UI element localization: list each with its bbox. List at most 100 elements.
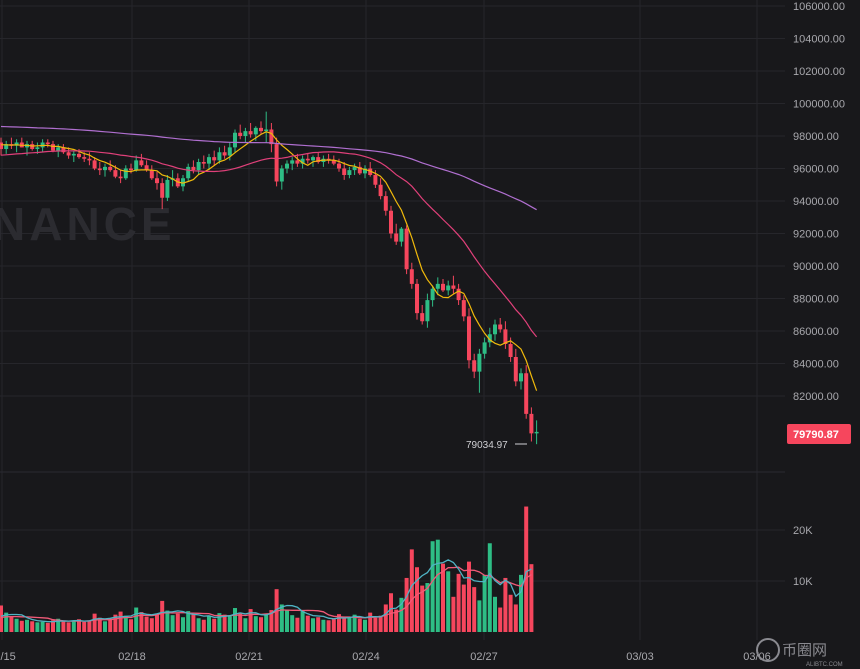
candle-body xyxy=(352,166,357,171)
candle-body xyxy=(524,373,529,414)
candle-body xyxy=(409,269,414,284)
volume-bar xyxy=(508,594,513,632)
volume-bar xyxy=(441,563,445,632)
volume-bar xyxy=(311,618,315,632)
volume-bar xyxy=(259,617,263,632)
candle-body xyxy=(77,153,81,158)
volume-bar xyxy=(285,609,289,632)
price-tick-label: 98000.00 xyxy=(793,131,839,143)
volume-bar xyxy=(61,621,66,632)
candle-body xyxy=(181,178,185,187)
low-price-marker: 79034.97 xyxy=(466,440,527,451)
volume-bar xyxy=(482,574,487,632)
volume-bar xyxy=(513,604,518,632)
low-price-label: 79034.97 xyxy=(466,440,508,451)
candle-body xyxy=(103,166,107,171)
volume-bar xyxy=(14,618,19,632)
date-tick-label: 02/15 xyxy=(0,651,16,663)
volume-bar xyxy=(487,543,492,632)
candle-body xyxy=(446,285,451,291)
candle-body xyxy=(259,127,263,132)
volume-bar xyxy=(404,577,409,632)
volume-bar xyxy=(56,618,61,632)
volume-bar xyxy=(331,618,336,632)
candle-body xyxy=(378,184,383,197)
candle-body xyxy=(529,413,534,434)
candle-body xyxy=(342,168,347,175)
volume-bar xyxy=(170,615,175,632)
candle-body xyxy=(461,300,466,317)
candle-body xyxy=(0,142,3,149)
volume-bar xyxy=(45,622,50,632)
volume-bar xyxy=(368,612,373,632)
candle-body xyxy=(337,163,341,169)
candle-body xyxy=(123,168,128,179)
candle-body xyxy=(508,344,513,357)
price-tick-label: 100000.00 xyxy=(793,99,845,111)
price-tick-label: 94000.00 xyxy=(793,196,839,208)
date-tick-label: 02/21 xyxy=(235,651,263,663)
volume-bar xyxy=(420,585,425,632)
volume-bar xyxy=(134,607,139,632)
candle-body xyxy=(373,175,378,185)
volume-bar xyxy=(160,600,165,632)
volume-bar xyxy=(66,622,71,632)
candle-body xyxy=(311,157,315,161)
volume-bar xyxy=(196,618,201,632)
volume-bar xyxy=(269,610,274,632)
volume-bar xyxy=(409,549,414,632)
candle-body xyxy=(435,283,440,289)
volume-ma-lines xyxy=(0,559,532,623)
logo-text: 币圈网 xyxy=(782,641,827,659)
volume-bar xyxy=(181,617,185,632)
volume-bar xyxy=(9,616,14,632)
volume-bar xyxy=(77,619,81,632)
date-tick-label: 02/24 xyxy=(352,651,380,663)
candle-body xyxy=(191,166,196,171)
ma99-line xyxy=(0,125,537,211)
candle-body xyxy=(92,160,97,169)
candle-body xyxy=(493,324,497,335)
candle-body xyxy=(108,166,113,171)
candle-body xyxy=(513,357,518,382)
volume-ma-fast xyxy=(0,559,532,623)
candle-body xyxy=(399,228,404,242)
moving-average-lines xyxy=(0,125,538,391)
date-tick-label: 02/27 xyxy=(470,651,498,663)
volume-bar xyxy=(108,618,113,632)
price-tick-label: 82000.00 xyxy=(793,391,839,403)
volume-bar xyxy=(337,614,341,632)
candle-body xyxy=(415,283,419,314)
candle-body xyxy=(451,285,456,289)
candle-body xyxy=(347,170,352,175)
volume-bar xyxy=(92,613,97,632)
price-tick-label: 104000.00 xyxy=(793,34,845,46)
volume-bar xyxy=(477,600,482,632)
candle-body xyxy=(82,157,87,159)
price-candles xyxy=(0,111,539,445)
candle-body xyxy=(300,158,305,164)
volume-bar xyxy=(118,611,123,632)
candle-body xyxy=(425,300,430,322)
volume-bar xyxy=(451,596,456,632)
candle-body xyxy=(149,170,154,179)
candle-body xyxy=(97,168,102,171)
volume-bar xyxy=(461,584,466,632)
candle-body xyxy=(430,288,435,301)
volume-bar xyxy=(87,620,92,632)
volume-tick-label: 10K xyxy=(793,576,813,588)
candle-body xyxy=(472,360,477,372)
candle-body xyxy=(519,373,523,382)
candle-body xyxy=(56,147,61,151)
volume-bar xyxy=(97,617,102,632)
volume-bar xyxy=(233,608,237,632)
date-tick-label: 03/03 xyxy=(626,651,654,663)
volume-bar xyxy=(25,619,29,632)
candle-body xyxy=(394,233,399,242)
candle-body xyxy=(118,176,123,179)
volume-bar xyxy=(35,622,40,632)
volume-bar xyxy=(113,614,118,632)
candle-body xyxy=(316,157,321,162)
